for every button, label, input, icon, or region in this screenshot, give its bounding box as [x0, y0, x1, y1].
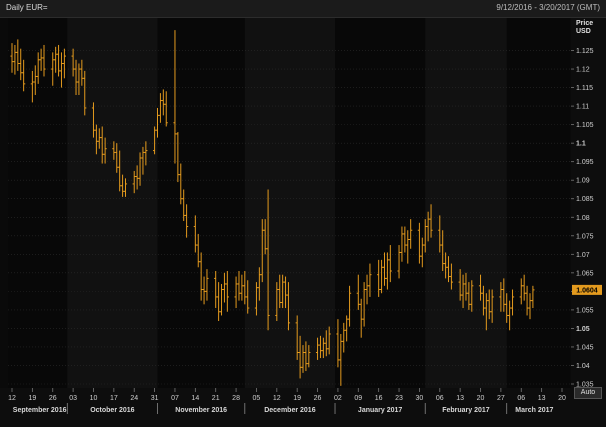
ohlc-bar[interactable] [510, 289, 515, 316]
month-label: March 2017 [515, 407, 553, 414]
ohlc-bar[interactable] [164, 91, 168, 127]
x-tick-label: 19 [293, 395, 301, 402]
x-tick-label: 12 [273, 395, 281, 402]
x-tick-label: 21 [212, 395, 220, 402]
y-tick-label: 1.125 [576, 48, 594, 55]
y-tick-label: 1.045 [576, 344, 594, 351]
y-tick-label: 1.085 [576, 196, 594, 203]
y-tick-label: 1.065 [576, 270, 594, 277]
x-tick-label: 27 [497, 395, 505, 402]
ohlc-bar[interactable] [388, 245, 392, 283]
ohlc-bar[interactable] [531, 285, 535, 309]
ohlc-bar[interactable] [266, 189, 270, 331]
chart-title: Daily EUR= [6, 3, 48, 12]
x-tick-label: 05 [253, 395, 261, 402]
x-tick-label: 03 [69, 395, 77, 402]
ohlc-bar[interactable] [123, 178, 128, 197]
y-tick-label: 1.11 [576, 104, 589, 111]
x-tick-label: 16 [375, 395, 383, 402]
month-label: September 2016 [13, 407, 67, 414]
ohlc-bar[interactable] [22, 59, 26, 92]
ohlc-bar[interactable] [185, 204, 189, 238]
price-axis-label: Price [576, 20, 593, 27]
x-tick-label: 26 [49, 395, 57, 402]
month-band [67, 18, 158, 388]
ohlc-bar[interactable] [286, 282, 291, 331]
y-tick-label: 1.035 [576, 382, 594, 389]
x-tick-label: 14 [191, 395, 199, 402]
date-range: 9/12/2016 - 3/20/2017 (GMT) [496, 3, 600, 12]
x-tick-label: 13 [456, 395, 464, 402]
month-label: November 2016 [175, 407, 227, 414]
month-label: January 2017 [358, 407, 402, 414]
x-tick-label: 19 [28, 395, 36, 402]
x-tick-label: 24 [130, 395, 138, 402]
ohlc-bar[interactable] [144, 141, 148, 166]
last-price-label: 1.0604 [576, 287, 598, 294]
x-tick-label: 17 [110, 395, 118, 402]
x-tick-label: 20 [558, 395, 566, 402]
ohlc-bar[interactable] [409, 219, 413, 249]
last-price-badge [572, 284, 602, 295]
ohlc-bar[interactable] [490, 289, 494, 323]
x-tick-label: 30 [416, 395, 424, 402]
x-tick-label: 09 [354, 395, 362, 402]
x-tick-label: 23 [395, 395, 403, 402]
currency-axis-label: USD [576, 28, 591, 35]
ohlc-bar[interactable] [246, 280, 250, 314]
price-axis[interactable] [571, 18, 606, 427]
y-tick-label: 1.08 [576, 215, 590, 222]
y-tick-label: 1.09 [576, 178, 590, 185]
y-tick-label: 1.07 [576, 252, 590, 259]
x-tick-label: 12 [8, 395, 16, 402]
y-tick-label: 1.105 [576, 122, 594, 129]
ohlc-bar[interactable] [225, 270, 229, 312]
x-tick-label: 10 [90, 395, 98, 402]
time-axis[interactable] [0, 388, 571, 427]
y-tick-label: 1.1 [576, 141, 586, 148]
x-tick-label: 07 [171, 395, 179, 402]
y-tick-label: 1.055 [576, 307, 594, 314]
x-tick-label: 06 [436, 395, 444, 402]
ohlc-bar[interactable] [470, 280, 474, 312]
x-tick-label: 28 [232, 395, 240, 402]
month-label: December 2016 [264, 407, 315, 414]
ohlc-bar[interactable] [83, 70, 87, 116]
month-label: February 2017 [442, 407, 490, 414]
y-tick-label: 1.05 [576, 326, 590, 333]
x-tick-label: 13 [538, 395, 546, 402]
ohlc-bar[interactable] [103, 137, 107, 164]
ohlc-bar[interactable] [205, 269, 209, 301]
title-bar: Daily EUR= 9/12/2016 - 3/20/2017 (GMT) [0, 0, 606, 18]
x-tick-label: 26 [314, 395, 322, 402]
ohlc-bar[interactable] [449, 263, 454, 290]
x-tick-label: 31 [151, 395, 159, 402]
ohlc-bar[interactable] [62, 48, 66, 79]
x-tick-label: 20 [477, 395, 485, 402]
ohlc-bar[interactable] [327, 326, 331, 355]
ohlc-bar[interactable] [307, 345, 311, 368]
y-tick-label: 1.12 [576, 67, 590, 74]
auto-scale-button[interactable]: Auto [574, 387, 602, 399]
x-tick-label: 02 [334, 395, 342, 402]
y-tick-label: 1.115 [576, 85, 593, 92]
month-band [244, 18, 336, 388]
y-tick-label: 1.075 [576, 233, 594, 240]
y-tick-label: 1.04 [576, 363, 590, 370]
y-tick-label: 1.095 [576, 159, 594, 166]
month-band [425, 18, 507, 388]
ohlc-bar[interactable] [368, 263, 372, 297]
x-tick-label: 06 [517, 395, 525, 402]
ohlc-bar[interactable] [429, 204, 433, 238]
ohlc-bar[interactable] [347, 285, 352, 327]
month-label: October 2016 [90, 407, 134, 414]
ohlc-bar[interactable] [42, 44, 46, 77]
